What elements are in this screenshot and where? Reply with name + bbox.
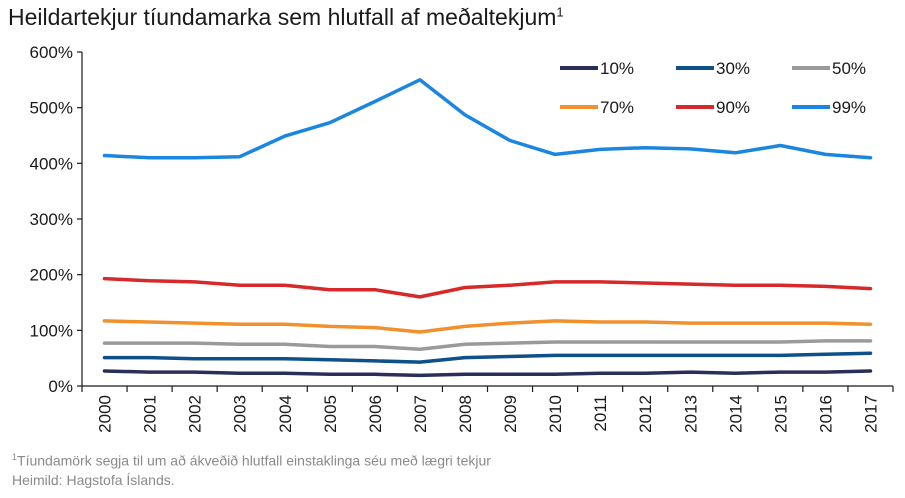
- x-tick-label: 2010: [546, 395, 565, 433]
- y-tick-label: 200%: [30, 266, 73, 285]
- y-tick-label: 400%: [30, 154, 73, 173]
- x-tick-label: 2013: [681, 395, 700, 433]
- y-axis: 0% 100% 200% 300% 400% 500% 600%: [30, 43, 83, 396]
- legend-label: 70%: [600, 98, 634, 117]
- series-line-99pct: [102, 78, 873, 160]
- series-lines: [102, 78, 873, 378]
- x-tick-label: 2012: [636, 395, 655, 433]
- x-tick-label: 2002: [186, 395, 205, 433]
- x-tick-label: 2005: [321, 395, 340, 433]
- x-tick-label: 2017: [861, 395, 880, 433]
- series-line-30pct: [102, 351, 873, 364]
- series-line-10pct: [102, 369, 873, 378]
- y-tick-label: 300%: [30, 210, 73, 229]
- y-tick-label: 600%: [30, 43, 73, 62]
- legend-label: 99%: [832, 98, 866, 117]
- x-tick-label: 2000: [96, 395, 115, 433]
- y-tick-label: 0%: [48, 377, 73, 396]
- x-tick-label: 2003: [231, 395, 250, 433]
- series-line-50pct: [102, 339, 873, 352]
- x-tick-label: 2007: [411, 395, 430, 433]
- x-tick-label: 2011: [591, 395, 610, 432]
- x-tick-label: 2015: [771, 395, 790, 433]
- y-tick-label: 100%: [30, 321, 73, 340]
- source-note: Heimild: Hagstofa Íslands.: [12, 472, 175, 488]
- x-tick-label: 2014: [726, 395, 745, 433]
- legend-label: 90%: [716, 98, 750, 117]
- legend-label: 50%: [832, 59, 866, 78]
- legend-label: 30%: [716, 59, 750, 78]
- footnote: 1Tíundamörk segja til um að ákveðið hlut…: [12, 452, 491, 469]
- x-tick-label: 2016: [816, 395, 835, 433]
- legend-label: 10%: [600, 59, 634, 78]
- x-axis: 2000 2001 2002 2003 2004 2005 2006 2007 2008 2009…: [81, 385, 894, 433]
- x-tick-label: 2004: [276, 395, 295, 433]
- legend: 10% 30% 50% 70% 90% 99%: [560, 59, 866, 117]
- x-tick-label: 2008: [456, 395, 475, 433]
- chart-title: Heildartekjur tíundamarka sem hlutfall a…: [8, 4, 564, 30]
- title-footnote-marker: 1: [556, 4, 564, 20]
- x-tick-label: 2006: [366, 395, 385, 433]
- y-tick-label: 500%: [30, 99, 73, 118]
- series-line-70pct: [102, 319, 873, 334]
- footnote-marker: 1: [12, 452, 18, 462]
- x-tick-label: 2009: [501, 395, 520, 433]
- series-line-90pct: [102, 276, 873, 299]
- x-tick-label: 2001: [141, 395, 160, 433]
